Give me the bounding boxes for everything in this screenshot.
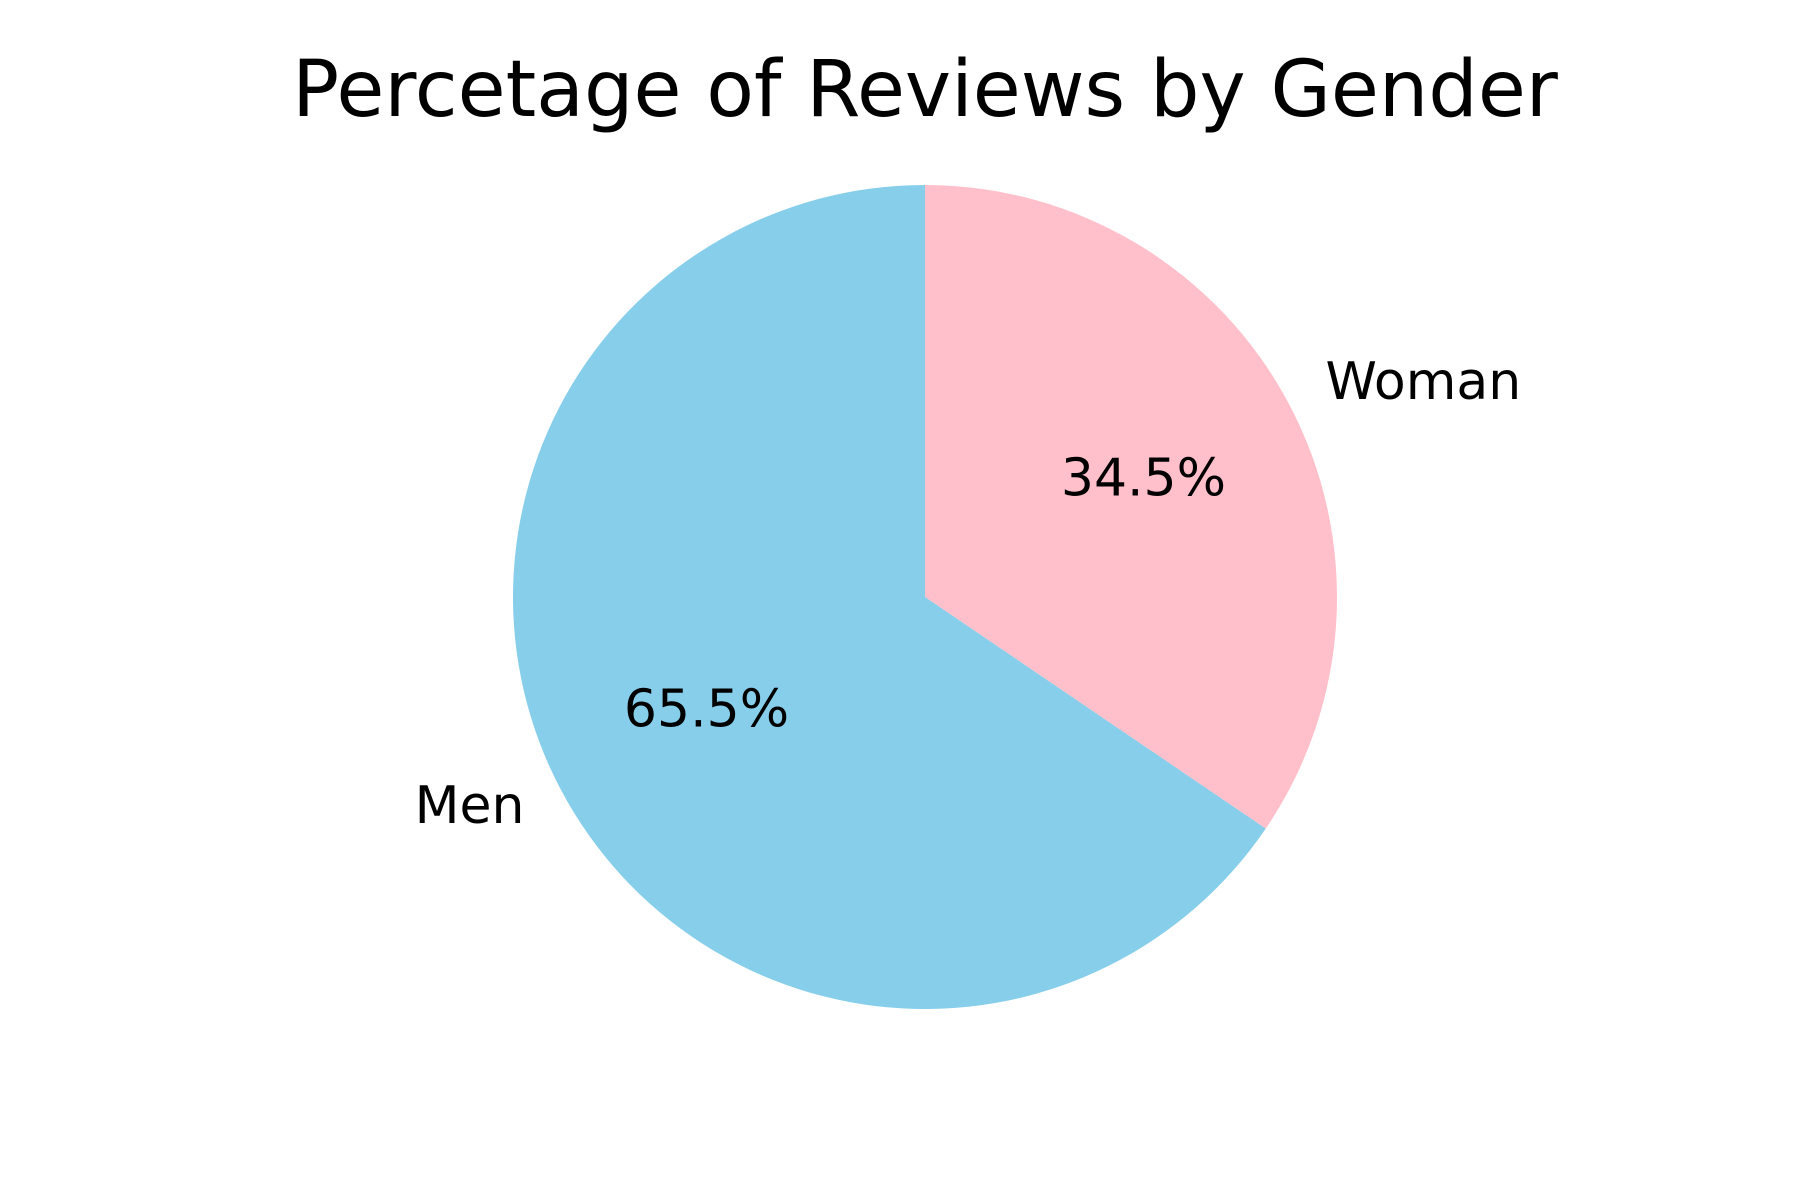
slice-label-men: Men	[415, 776, 525, 836]
pie-slice-men	[513, 185, 1266, 1009]
pct-label-woman: 34.5%	[1061, 448, 1226, 508]
pie-labels: Woman 34.5% Men 65.5%	[415, 352, 1522, 836]
pie-slices	[513, 185, 1338, 1009]
slice-label-woman: Woman	[1326, 352, 1522, 412]
pct-label-men: 65.5%	[624, 680, 789, 740]
chart-title: Percetage of Reviews by Gender	[292, 45, 1559, 135]
pie-slice-woman	[925, 185, 1338, 829]
